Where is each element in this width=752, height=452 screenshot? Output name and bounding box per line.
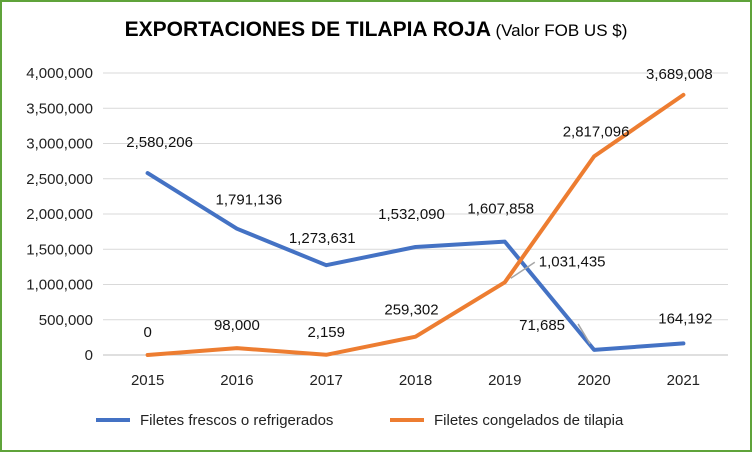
chart-title: EXPORTACIONES DE TILAPIA ROJA xyxy=(124,18,491,41)
data-label: 1,273,631 xyxy=(289,230,356,247)
data-label: 2,159 xyxy=(307,324,345,341)
data-label: 98,000 xyxy=(214,317,260,334)
x-tick-label: 2017 xyxy=(310,372,343,389)
legend-label: Filetes frescos o refrigerados xyxy=(140,412,333,429)
x-tick-label: 2018 xyxy=(399,372,432,389)
x-tick-label: 2016 xyxy=(220,372,253,389)
y-tick-label: 500,000 xyxy=(39,312,93,329)
y-tick-label: 3,500,000 xyxy=(26,100,93,117)
data-label: 2,580,206 xyxy=(126,134,193,151)
data-label: 259,302 xyxy=(384,302,438,319)
data-label: 0 xyxy=(143,324,151,341)
chart-subtitle: (Valor FOB US $) xyxy=(495,21,628,40)
data-label: 3,689,008 xyxy=(646,66,713,83)
x-tick-label: 2019 xyxy=(488,372,521,389)
leader-line xyxy=(577,323,591,345)
x-tick-label: 2020 xyxy=(577,372,610,389)
data-label: 164,192 xyxy=(658,310,712,327)
y-tick-label: 4,000,000 xyxy=(26,65,93,82)
leader-line xyxy=(510,261,536,279)
data-label: 1,532,090 xyxy=(378,206,445,223)
data-label: 2,817,096 xyxy=(563,123,630,140)
x-tick-label: 2015 xyxy=(131,372,164,389)
y-tick-label: 2,000,000 xyxy=(26,206,93,223)
series-line-1 xyxy=(145,171,686,352)
y-tick-label: 1,500,000 xyxy=(26,241,93,258)
y-tick-label: 3,000,000 xyxy=(26,136,93,153)
y-tick-label: 0 xyxy=(85,347,93,364)
y-tick-label: 1,000,000 xyxy=(26,277,93,294)
x-tick-label: 2021 xyxy=(667,372,700,389)
data-label: 1,791,136 xyxy=(216,192,283,209)
y-tick-label: 2,500,000 xyxy=(26,171,93,188)
data-label: 71,685 xyxy=(519,317,565,334)
data-label: 1,031,435 xyxy=(539,253,606,270)
legend-label: Filetes congelados de tilapia xyxy=(434,412,624,429)
data-label: 1,607,858 xyxy=(467,201,534,218)
chart-title-block: EXPORTACIONES DE TILAPIA ROJA (Valor FOB… xyxy=(0,18,752,42)
series-line-2 xyxy=(145,92,686,357)
